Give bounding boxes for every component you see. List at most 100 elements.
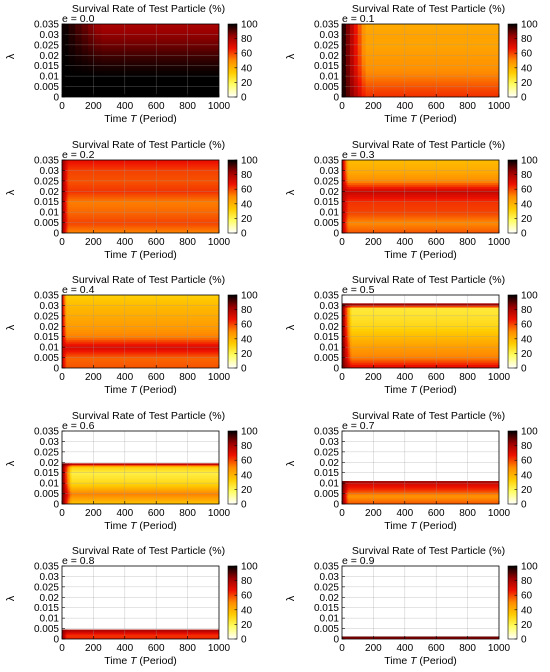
heatmap-cell (344, 220, 346, 224)
heatmap-cell (62, 355, 65, 359)
heatmap-cell (66, 168, 68, 171)
heatmap-cell (65, 329, 68, 333)
heatmap-cell (342, 490, 344, 492)
heatmap-cell (64, 349, 66, 353)
heatmap-cell (94, 54, 102, 58)
colorbar-tick-label: 80 (241, 441, 253, 452)
panel-08: Survival Rate of Test Particle (%)e = 0.… (5, 545, 258, 667)
heatmap-cell (347, 204, 349, 208)
heatmap-cell (68, 496, 71, 498)
heatmap-cell (342, 501, 344, 503)
x-tick-label: 0 (59, 237, 65, 248)
heatmap-cell (101, 82, 219, 86)
heatmap-cell (66, 466, 69, 469)
heatmap-cell (361, 60, 367, 64)
heatmap-cell (75, 60, 83, 64)
heatmap-cell (67, 164, 69, 167)
heatmap-cell (66, 494, 69, 497)
heatmap-cell (94, 90, 102, 94)
heatmap-cell (62, 361, 65, 365)
heatmap-cell (63, 216, 65, 220)
heatmap-cell (68, 224, 219, 228)
heatmap-cell (342, 48, 347, 51)
heatmap-cell (62, 84, 70, 88)
heatmap-cell (63, 230, 65, 233)
heatmap-cell (345, 348, 348, 351)
heatmap-cell (64, 174, 66, 177)
heatmap-cell (346, 481, 348, 483)
heatmap-cell (345, 178, 347, 181)
heatmap-cell (68, 463, 71, 466)
heatmap-cell (346, 497, 348, 499)
heatmap-cell (71, 491, 219, 494)
heatmap-cell (64, 208, 66, 212)
heatmap-cell (351, 339, 499, 342)
x-tick-label: 0 (339, 508, 345, 519)
heatmap (342, 303, 499, 368)
heatmap-cell (65, 196, 67, 200)
heatmap-cell (66, 299, 219, 302)
colorbar-tick-label: 20 (241, 485, 253, 496)
heatmap-cell (348, 489, 499, 491)
y-tick-label: 0.03 (40, 30, 60, 41)
heatmap-cell (345, 62, 351, 66)
heatmap-cell (69, 483, 73, 486)
heatmap-cell (346, 495, 348, 497)
heatmap-cell (342, 160, 344, 163)
heatmap-cell (343, 502, 345, 504)
heatmap-cell (342, 52, 347, 56)
heatmap-cell (81, 88, 89, 92)
heatmap-cell (361, 80, 367, 84)
heatmap-cell (346, 355, 349, 358)
heatmap-cell (88, 88, 96, 92)
heatmap-cell (344, 495, 346, 497)
heatmap-cell (342, 186, 344, 189)
heatmap-cell (342, 230, 344, 233)
heatmap-cell (67, 170, 69, 173)
heatmap-cell (62, 331, 65, 335)
heatmap-cell (65, 228, 67, 232)
plot-frame (341, 23, 500, 98)
heatmap-cell (342, 482, 344, 485)
heatmap-cell (342, 351, 345, 355)
heatmap-cell (353, 28, 359, 31)
heatmap-cell (342, 164, 344, 167)
heatmap-cell (351, 332, 499, 335)
heatmap-cell (62, 467, 65, 470)
heatmap-cell (69, 499, 73, 502)
heatmap-cell (353, 80, 359, 84)
heatmap-cell (344, 498, 346, 500)
heatmap-cell (75, 28, 83, 31)
heatmap-cell (344, 501, 346, 503)
heatmap-cell (63, 178, 65, 181)
heatmap-cell (344, 182, 346, 185)
heatmap-cell (346, 482, 348, 485)
y-tick-label: 0.01 (320, 614, 340, 625)
heatmap-cell (353, 46, 359, 49)
heatmap-cell (345, 485, 347, 487)
heatmap-cell (65, 365, 67, 368)
heatmap-cell (342, 303, 345, 306)
colorbar (507, 23, 518, 98)
heatmap-cell (346, 348, 349, 351)
heatmap-cell (353, 44, 359, 47)
heatmap-cell (343, 314, 346, 317)
heatmap-cell (65, 317, 67, 320)
heatmap-cell (342, 357, 345, 360)
heatmap-cell (62, 162, 64, 165)
heatmap-cell (75, 84, 83, 88)
heatmap-cell (343, 178, 345, 181)
heatmap-cell (63, 307, 65, 310)
y-tick-label: 0.01 (40, 343, 60, 354)
heatmap-cell (101, 94, 219, 97)
heatmap-cell (62, 212, 64, 216)
heatmap-cell (65, 190, 67, 194)
heatmap-cell (347, 182, 349, 185)
heatmap-cell (67, 184, 69, 187)
heatmap-cell (62, 496, 65, 498)
heatmap-cell (345, 26, 351, 29)
heatmap-cell (62, 491, 65, 494)
heatmap-cell (62, 490, 65, 493)
heatmap-cell (345, 308, 348, 312)
colorbar (227, 23, 238, 98)
